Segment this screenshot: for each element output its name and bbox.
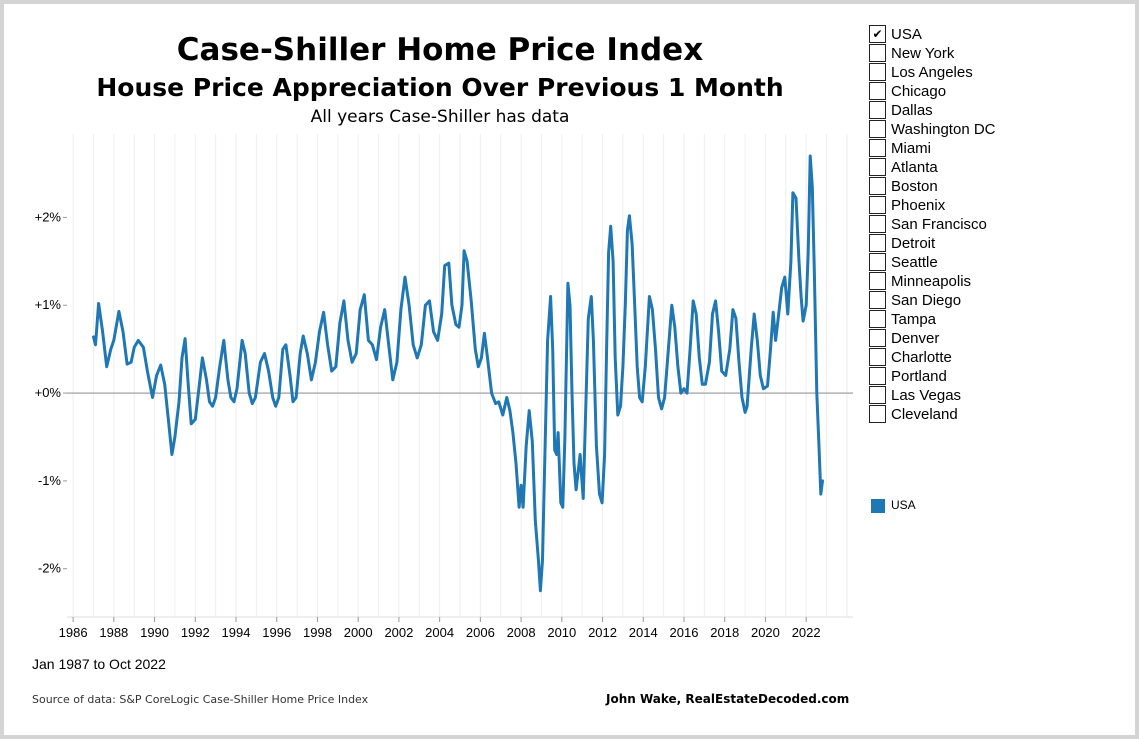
filter-label-phoenix: Phoenix	[891, 197, 946, 214]
checkbox-portland[interactable]	[869, 367, 886, 385]
checkbox-las-vegas[interactable]	[869, 386, 886, 404]
filter-label-chicago: Chicago	[891, 83, 947, 100]
y-tick-label-1: +1%	[35, 297, 62, 312]
checkbox-detroit[interactable]	[869, 234, 886, 252]
checkbox-new-york[interactable]	[869, 44, 886, 62]
filter-label-boston: Boston	[891, 178, 938, 195]
checkbox-seattle[interactable]	[869, 253, 886, 271]
series-line-usa	[92, 154, 824, 593]
checkbox-charlotte[interactable]	[869, 348, 886, 366]
checkbox-washington-dc[interactable]	[869, 120, 886, 138]
filter-label-new-york: New York	[891, 45, 955, 62]
date-range-caption: Jan 1987 to Oct 2022	[32, 656, 166, 672]
checkbox-usa[interactable]: ✔	[869, 25, 886, 43]
y-tick-label-4: -2%	[38, 561, 62, 576]
x-tick-label-2010: 2010	[547, 625, 576, 640]
filter-label-tampa: Tampa	[891, 311, 937, 328]
author-credit: John Wake, RealEstateDecoded.com	[606, 692, 850, 706]
checkbox-boston[interactable]	[869, 177, 886, 195]
x-tick-label-1994: 1994	[222, 625, 251, 640]
checkbox-minneapolis[interactable]	[869, 272, 886, 290]
filter-label-san-francisco: San Francisco	[891, 216, 987, 233]
filter-label-detroit: Detroit	[891, 235, 936, 252]
x-tick-label-2022: 2022	[792, 625, 821, 640]
filter-label-las-vegas: Las Vegas	[891, 387, 962, 404]
filter-label-denver: Denver	[891, 330, 940, 347]
chart-subtitle: House Price Appreciation Over Previous 1…	[96, 73, 784, 102]
checkbox-denver[interactable]	[869, 329, 886, 347]
x-tick-label-1988: 1988	[99, 625, 128, 640]
x-tick-label-2004: 2004	[425, 625, 454, 640]
x-tick-label-1998: 1998	[303, 625, 332, 640]
legend-swatch-usa	[871, 499, 885, 513]
x-tick-label-2002: 2002	[384, 625, 413, 640]
x-tick-label-2016: 2016	[670, 625, 699, 640]
checkbox-tampa[interactable]	[869, 310, 886, 328]
chart-title: Case-Shiller Home Price Index	[176, 32, 704, 68]
x-tick-label-2018: 2018	[710, 625, 739, 640]
checkbox-miami[interactable]	[869, 139, 886, 157]
filter-label-seattle: Seattle	[891, 254, 938, 271]
filter-label-minneapolis: Minneapolis	[891, 273, 972, 290]
x-tick-label-2012: 2012	[588, 625, 617, 640]
checkbox-los-angeles[interactable]	[869, 63, 886, 81]
filter-label-san-diego: San Diego	[891, 292, 962, 309]
filter-label-charlotte: Charlotte	[891, 349, 952, 366]
x-tick-label-2014: 2014	[629, 625, 658, 640]
checkbox-san-diego[interactable]	[869, 291, 886, 309]
source-caption: Source of data: S&P CoreLogic Case-Shill…	[32, 693, 369, 706]
filter-label-cleveland: Cleveland	[891, 406, 958, 423]
checkbox-atlanta[interactable]	[869, 158, 886, 176]
legend-label-usa: USA	[891, 498, 916, 512]
checkbox-dallas[interactable]	[869, 101, 886, 119]
y-tick-label-0: +2%	[35, 209, 62, 224]
x-tick-label-2020: 2020	[751, 625, 780, 640]
chart-note: All years Case-Shiller has data	[310, 107, 570, 127]
x-tick-label-1986: 1986	[59, 625, 88, 640]
checkbox-chicago[interactable]	[869, 82, 886, 100]
filter-label-miami: Miami	[891, 140, 931, 157]
x-tick-label-1990: 1990	[140, 625, 169, 640]
filter-label-washington-dc: Washington DC	[891, 121, 996, 138]
checkbox-phoenix[interactable]	[869, 196, 886, 214]
filter-label-atlanta: Atlanta	[891, 159, 938, 176]
filter-label-dallas: Dallas	[891, 102, 933, 119]
y-tick-label-3: -1%	[38, 473, 62, 488]
x-tick-label-1992: 1992	[181, 625, 210, 640]
x-tick-label-2008: 2008	[507, 625, 536, 640]
checkbox-cleveland[interactable]	[869, 405, 886, 423]
x-tick-label-1996: 1996	[262, 625, 291, 640]
filter-label-usa: USA	[891, 26, 922, 43]
y-tick-label-2: +0%	[35, 385, 62, 400]
filter-label-los-angeles: Los Angeles	[891, 64, 973, 81]
x-tick-label-2000: 2000	[344, 625, 373, 640]
x-tick-label-2006: 2006	[466, 625, 495, 640]
checkbox-san-francisco[interactable]	[869, 215, 886, 233]
filter-label-portland: Portland	[891, 368, 947, 385]
